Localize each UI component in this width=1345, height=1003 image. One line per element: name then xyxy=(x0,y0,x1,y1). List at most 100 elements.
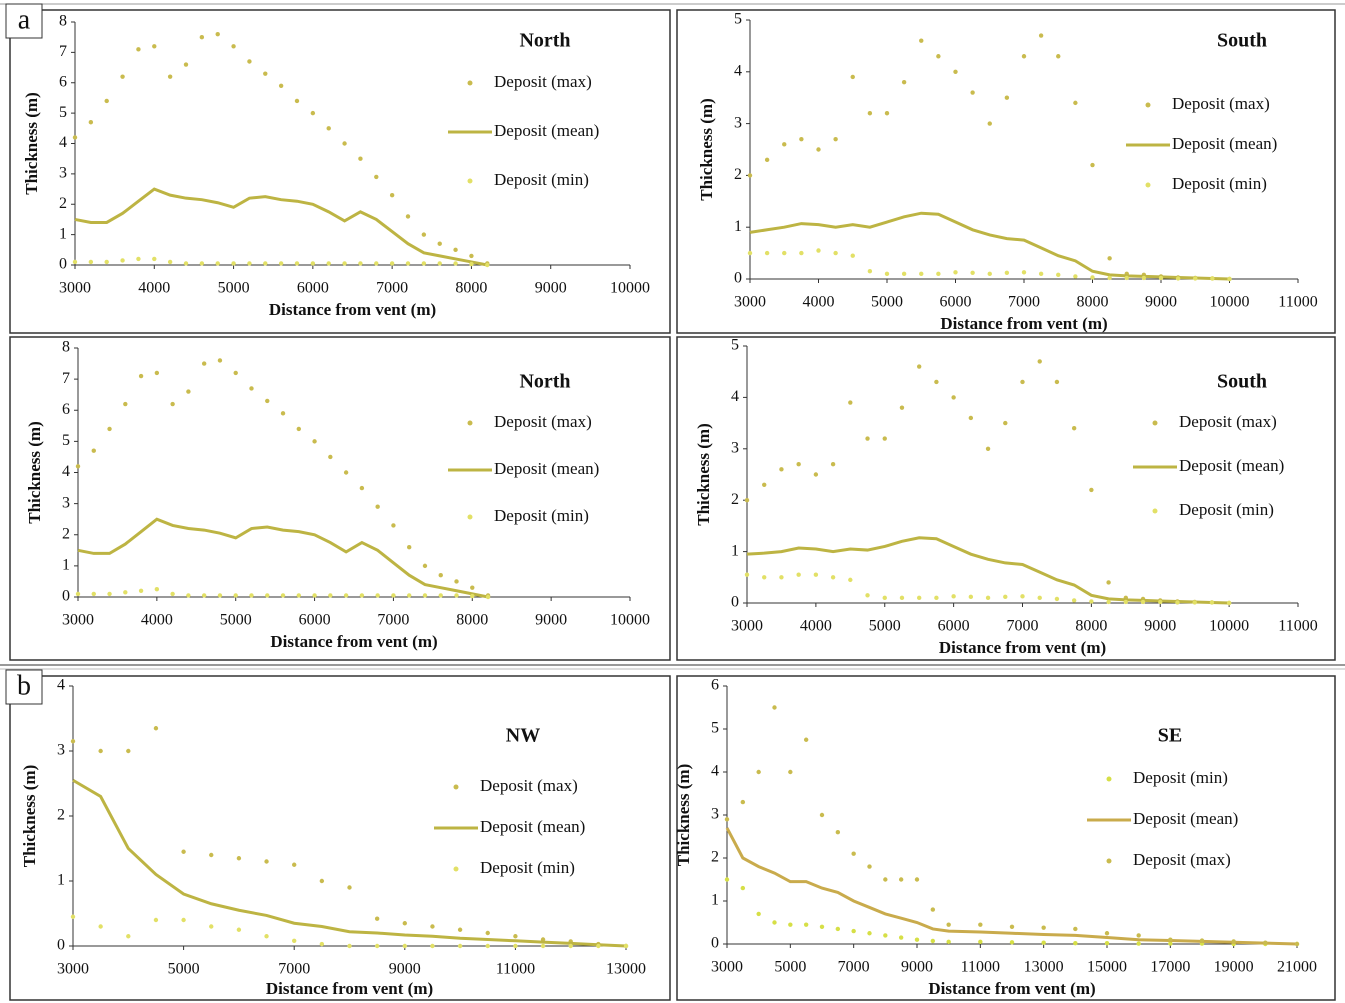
x-tick-label: 17000 xyxy=(1150,959,1190,976)
data-point xyxy=(1136,933,1141,938)
legend-swatch xyxy=(453,866,459,872)
data-point xyxy=(919,38,924,43)
data-point xyxy=(914,877,920,882)
data-point xyxy=(215,261,220,266)
data-point xyxy=(1004,95,1010,100)
x-axis-label: Distance from vent (m) xyxy=(940,314,1107,333)
data-point xyxy=(1009,940,1015,945)
data-point xyxy=(319,878,325,884)
data-point xyxy=(247,261,252,266)
data-point xyxy=(851,928,856,934)
data-point xyxy=(1090,275,1095,280)
x-tick-label: 5000 xyxy=(218,280,250,297)
data-point xyxy=(779,467,784,472)
data-point xyxy=(280,593,286,598)
data-point xyxy=(883,877,888,882)
data-point xyxy=(328,593,333,598)
data-point xyxy=(88,120,94,125)
data-point xyxy=(513,934,518,939)
data-point xyxy=(1009,924,1015,929)
data-point xyxy=(764,250,770,256)
data-point xyxy=(326,126,331,131)
data-point xyxy=(762,482,767,487)
data-point xyxy=(816,248,821,253)
data-point xyxy=(231,261,236,266)
data-point xyxy=(485,594,491,600)
legend-swatch xyxy=(1145,182,1151,188)
data-point xyxy=(756,911,761,917)
y-tick-label: 1 xyxy=(731,542,739,559)
data-point xyxy=(850,253,855,258)
data-point xyxy=(183,261,189,266)
data-point xyxy=(343,593,349,598)
y-tick-label: 4 xyxy=(711,763,719,780)
x-tick-label: 6000 xyxy=(938,618,970,635)
data-point xyxy=(970,90,975,95)
data-point xyxy=(772,705,777,710)
data-point xyxy=(968,415,974,421)
data-point xyxy=(951,395,956,400)
y-tick-label: 4 xyxy=(59,134,67,151)
x-tick-label: 9000 xyxy=(901,959,933,976)
x-tick-label: 11000 xyxy=(1278,294,1317,311)
x-tick-label: 9000 xyxy=(1144,618,1176,635)
y-tick-label: 4 xyxy=(731,388,739,405)
data-point xyxy=(1041,940,1046,945)
x-tick-label: 7000 xyxy=(377,612,409,629)
data-point xyxy=(265,398,270,404)
data-point xyxy=(796,462,801,467)
data-point xyxy=(233,370,238,376)
data-point xyxy=(1140,599,1146,605)
data-point xyxy=(469,253,474,259)
mean-line xyxy=(749,211,1230,281)
y-tick-label: 4 xyxy=(57,677,65,694)
legend-label: Deposit (min) xyxy=(1133,768,1228,787)
x-axis-label: Distance from vent (m) xyxy=(270,632,437,651)
data-point xyxy=(946,939,951,945)
data-point xyxy=(407,593,412,598)
x-tick-label: 7000 xyxy=(376,280,408,297)
x-tick-label: 10000 xyxy=(1209,618,1249,635)
data-point xyxy=(1193,276,1198,281)
mean-line xyxy=(725,827,1298,946)
data-point xyxy=(209,852,214,858)
y-tick-label: 5 xyxy=(711,720,719,737)
data-point xyxy=(1037,595,1042,601)
data-point xyxy=(430,924,435,929)
y-tick-label: 0 xyxy=(59,256,67,273)
x-tick-label: 5000 xyxy=(774,959,806,976)
y-axis-label: Thickness (m) xyxy=(20,765,39,867)
panel-frame xyxy=(676,675,1336,1001)
data-point xyxy=(104,98,109,104)
x-tick-label: 15000 xyxy=(1087,959,1127,976)
y-tick-label: 0 xyxy=(57,937,65,954)
data-point xyxy=(819,812,825,818)
y-tick-label: 2 xyxy=(62,525,70,542)
data-point xyxy=(1003,594,1008,600)
data-point xyxy=(782,250,787,256)
data-point xyxy=(1209,600,1215,605)
y-axis-label: Thickness (m) xyxy=(674,764,693,866)
data-point xyxy=(249,593,254,598)
data-point xyxy=(199,34,205,40)
data-point xyxy=(72,135,78,140)
data-point xyxy=(936,271,941,277)
data-point xyxy=(249,386,254,391)
data-point xyxy=(1003,420,1008,426)
data-point xyxy=(1104,931,1110,936)
x-tick-label: 3000 xyxy=(62,612,94,629)
data-point xyxy=(782,142,787,147)
data-point xyxy=(919,271,924,277)
data-point xyxy=(374,261,379,266)
data-point xyxy=(764,157,770,163)
data-point xyxy=(343,470,349,475)
data-point xyxy=(883,933,888,938)
data-point xyxy=(901,79,907,85)
y-tick-label: 2 xyxy=(731,491,739,508)
chart-title: NW xyxy=(506,725,540,747)
data-point xyxy=(296,426,301,432)
y-axis-label: Thickness (m) xyxy=(22,92,41,194)
x-tick-label: 9000 xyxy=(389,961,421,978)
legend-label: Deposit (min) xyxy=(480,858,575,877)
data-point xyxy=(987,121,992,126)
